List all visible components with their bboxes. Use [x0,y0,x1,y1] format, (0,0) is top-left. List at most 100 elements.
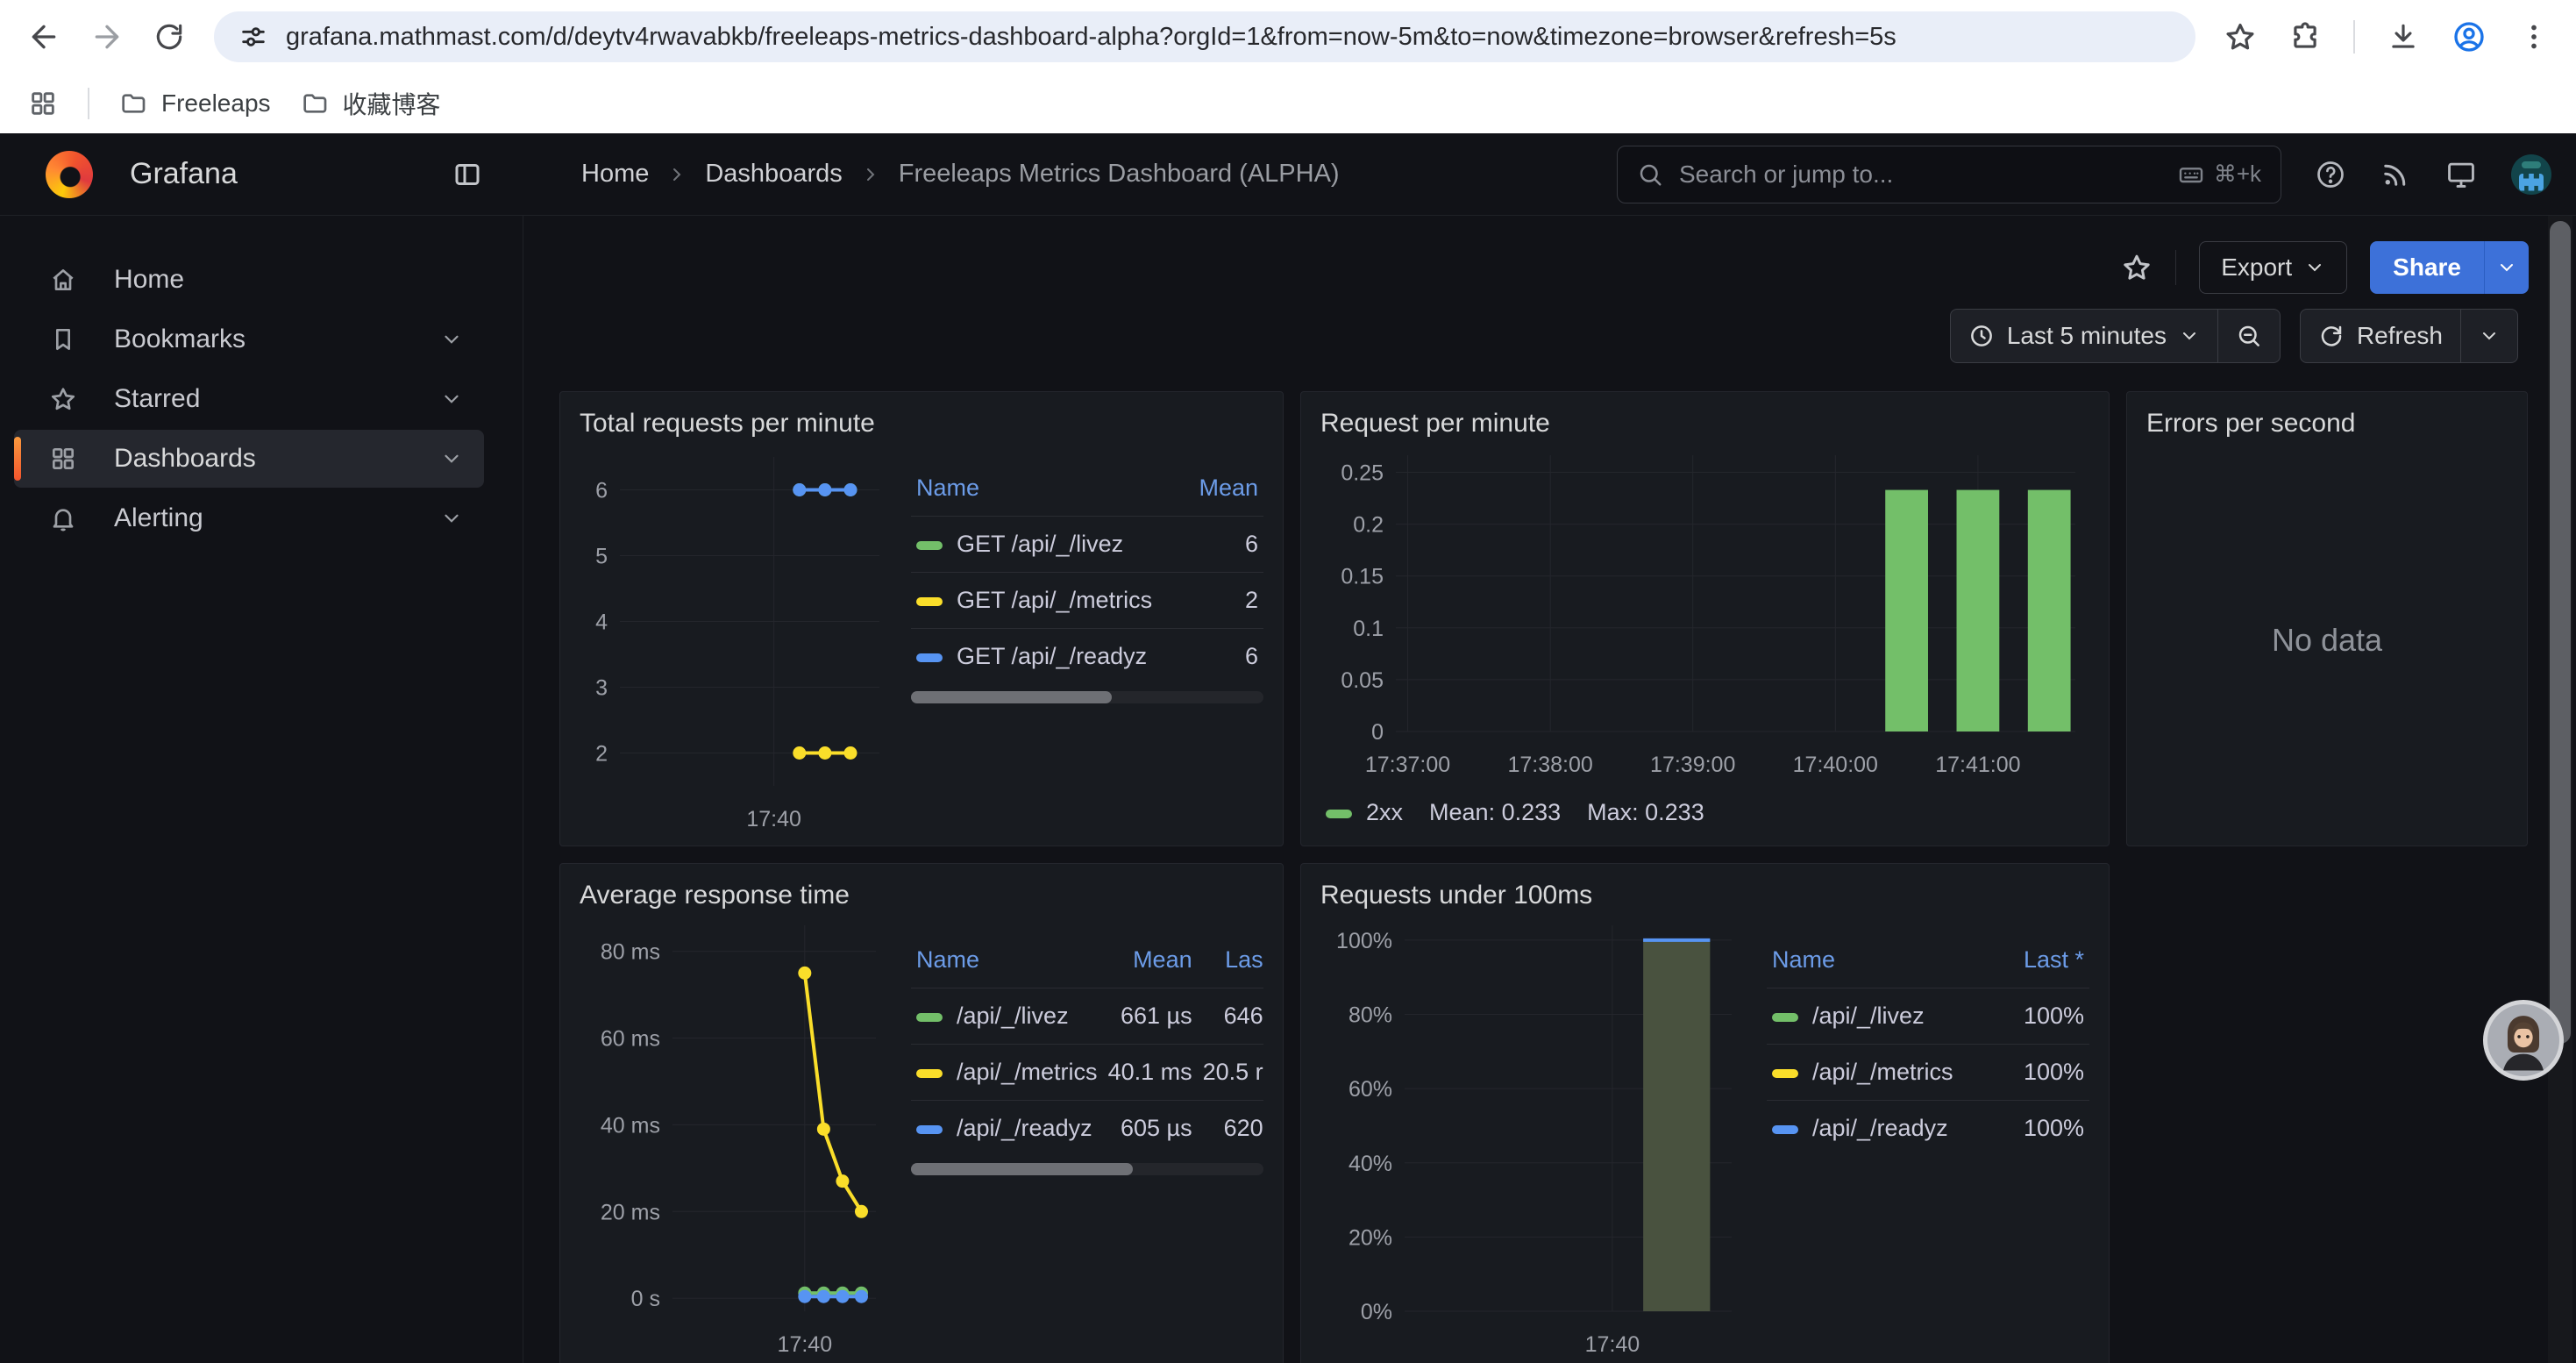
chevron-down-icon[interactable] [440,388,463,410]
browser-actions [2224,19,2550,54]
chevron-down-icon[interactable] [440,447,463,470]
help-icon[interactable] [2315,159,2346,190]
panel-requests-under-100ms: Requests under 100ms 100%80%60%40%20%0%1… [1300,863,2110,1363]
chevron-down-icon [2304,257,2325,278]
favorite-star-icon[interactable] [2121,252,2153,283]
request-per-minute-chart[interactable]: 0.250.20.150.10.05017:37:0017:38:0017:39… [1320,443,2089,788]
chevron-down-icon[interactable] [440,328,463,351]
bookmark-label: Freeleaps [161,89,271,118]
legend-row[interactable]: GET /api/_/livez6 [911,517,1263,573]
refresh-interval-dropdown[interactable] [2460,310,2517,362]
legend-row[interactable]: /api/_/livez661 µs646 [911,988,1263,1045]
breadcrumb-current: Freeleaps Metrics Dashboard (ALPHA) [899,160,1340,189]
panel-title[interactable]: Requests under 100ms [1320,876,2089,915]
panel-title[interactable]: Errors per second [2146,404,2508,443]
panel-title[interactable]: Average response time [580,876,1263,915]
sidebar-header: Grafana [0,133,523,216]
panels-grid: Total requests per minute 6543217:40 Nam… [559,391,2576,1363]
reload-icon[interactable] [153,20,186,54]
series-color-pill [1772,1069,1798,1078]
menu-dots-icon[interactable] [2518,21,2550,53]
share-button[interactable]: Share [2370,241,2484,294]
actions-divider [2175,250,2176,285]
news-rss-icon[interactable] [2380,159,2411,190]
site-settings-icon[interactable] [238,22,268,52]
url-text[interactable]: grafana.mathmast.com/d/deytv4rwavabkb/fr… [286,23,1896,52]
legend-column-header[interactable]: Last * [2002,939,2089,988]
time-range-picker[interactable]: Last 5 minutes [1951,310,2217,362]
total-requests-chart-svg: 6543217:40 [580,443,888,837]
legend-scrollbar[interactable] [911,1163,1263,1175]
share-dropdown-button[interactable] [2484,241,2529,294]
legend-column-header[interactable]: Name [911,467,1185,517]
home-icon [49,266,77,294]
scrollbar-thumb[interactable] [2550,221,2571,1044]
legend-column-header[interactable]: Name [1767,939,2002,988]
grafana-logo-icon[interactable] [46,151,93,198]
chevron-down-icon [2496,257,2517,278]
panel-title[interactable]: Total requests per minute [580,404,1263,443]
sidebar-item-home[interactable]: Home [14,251,484,309]
legend-row[interactable]: /api/_/readyz605 µs620 [911,1101,1263,1157]
forward-icon[interactable] [89,19,125,54]
panel-legend[interactable]: NameMeanLas/api/_/livez661 µs646/api/_/m… [911,915,1263,1363]
bookmark-folder-freeleaps[interactable]: Freeleaps [119,89,271,118]
kiosk-monitor-icon[interactable] [2444,158,2478,191]
user-avatar[interactable] [2511,154,2551,195]
chevron-down-icon[interactable] [440,507,463,530]
address-bar[interactable]: grafana.mathmast.com/d/deytv4rwavabkb/fr… [214,11,2195,62]
legend-column-header[interactable]: Name [911,939,1103,988]
legend-row[interactable]: /api/_/metrics40.1 ms20.5 r [911,1045,1263,1101]
legend-row[interactable]: /api/_/livez100% [1767,988,2089,1045]
folder-icon [119,89,147,118]
sidebar-item-starred[interactable]: Starred [14,370,484,428]
panel-title[interactable]: Request per minute [1320,404,2089,443]
app-title: Grafana [130,157,238,191]
sidebar-item-alerting[interactable]: Alerting [14,489,484,547]
svg-text:2: 2 [595,742,608,767]
refresh-button[interactable]: Refresh [2301,310,2460,362]
legend-row[interactable]: GET /api/_/readyz6 [911,629,1263,685]
keyboard-icon [2177,161,2205,189]
profile-icon[interactable] [2451,19,2487,54]
breadcrumb-dashboards[interactable]: Dashboards [705,160,842,189]
screen: { "browser": { "url": "grafana.mathmast.… [0,0,2576,1363]
total-requests-chart[interactable]: 6543217:40 [580,443,888,837]
toolbar-divider [2353,20,2355,54]
legend-column-header[interactable]: Mean [1185,467,1263,517]
dock-menu-icon[interactable] [452,159,483,190]
apps-grid-icon[interactable] [28,89,58,118]
panel-legend[interactable]: NameLast */api/_/livez100%/api/_/metrics… [1767,915,2089,1363]
legend-scrollbar[interactable] [911,691,1263,703]
zoom-out-button[interactable] [2217,310,2280,362]
bookmark-folder-blogs[interactable]: 收藏博客 [301,86,441,121]
legend-column-header[interactable]: Las [1198,939,1263,988]
panel-average-response-time: Average response time 80 ms60 ms40 ms20 … [559,863,1284,1363]
star-icon [49,385,77,413]
legend-row[interactable]: GET /api/_/metrics2 [911,573,1263,629]
requests-under-100ms-chart[interactable]: 100%80%60%40%20%0%17:40 [1320,915,1744,1363]
legend-row[interactable]: /api/_/readyz100% [1767,1101,2089,1157]
search-input[interactable]: Search or jump to... ⌘+k [1617,146,2281,203]
assistant-girl-icon [2487,1004,2559,1076]
legend-column-header[interactable]: Mean [1103,939,1198,988]
no-data-message: No data [2272,622,2382,659]
extensions-icon[interactable] [2288,20,2322,54]
chart-legend[interactable]: 2xx Mean: 0.233 Max: 0.233 [1320,788,2089,837]
floating-assistant-avatar[interactable] [2483,1000,2564,1081]
sidebar-item-label: Starred [114,384,200,414]
export-button[interactable]: Export [2199,241,2347,294]
bookmark-star-icon[interactable] [2224,20,2257,54]
breadcrumb-home[interactable]: Home [581,160,649,189]
sidebar-item-bookmarks[interactable]: Bookmarks [14,310,484,368]
legend-row[interactable]: /api/_/metrics100% [1767,1045,2089,1101]
svg-text:4: 4 [595,610,608,635]
back-icon[interactable] [26,19,61,54]
series-color-pill [916,541,943,550]
sidebar-item-dashboards[interactable]: Dashboards [14,430,484,488]
panel-legend[interactable]: NameMeanGET /api/_/livez6GET /api/_/metr… [911,443,1263,837]
svg-text:0: 0 [1371,720,1384,745]
average-response-time-chart[interactable]: 80 ms60 ms40 ms20 ms0 s17:40 [580,915,888,1363]
downloads-icon[interactable] [2387,20,2420,54]
page-scrollbar[interactable] [2548,216,2572,1363]
